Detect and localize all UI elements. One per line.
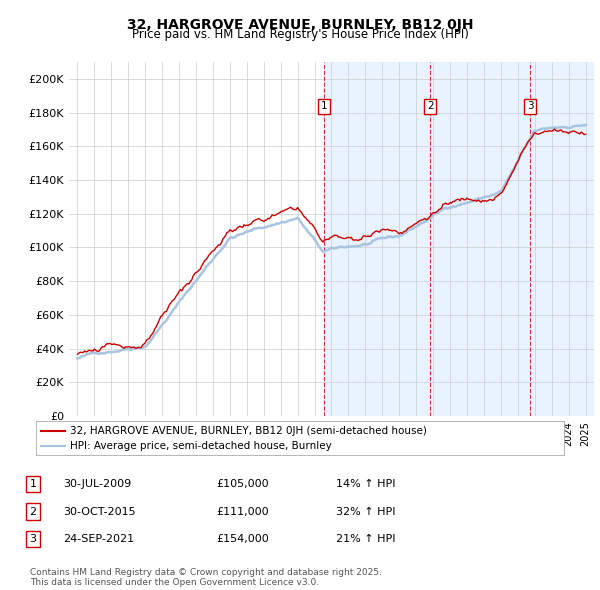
- Text: 32, HARGROVE AVENUE, BURNLEY, BB12 0JH (semi-detached house): 32, HARGROVE AVENUE, BURNLEY, BB12 0JH (…: [70, 426, 427, 436]
- Text: 24-SEP-2021: 24-SEP-2021: [63, 535, 134, 544]
- Text: 30-OCT-2015: 30-OCT-2015: [63, 507, 136, 516]
- Text: 2: 2: [427, 101, 434, 111]
- Text: 14% ↑ HPI: 14% ↑ HPI: [336, 479, 395, 489]
- Text: £111,000: £111,000: [216, 507, 269, 516]
- Text: 1: 1: [321, 101, 328, 111]
- Text: £154,000: £154,000: [216, 535, 269, 544]
- Bar: [325, 62, 430, 416]
- Text: 21% ↑ HPI: 21% ↑ HPI: [336, 535, 395, 544]
- Text: 32, HARGROVE AVENUE, BURNLEY, BB12 0JH: 32, HARGROVE AVENUE, BURNLEY, BB12 0JH: [127, 18, 473, 32]
- Bar: [530, 62, 594, 416]
- Text: 3: 3: [527, 101, 533, 111]
- Text: £105,000: £105,000: [216, 479, 269, 489]
- Text: HPI: Average price, semi-detached house, Burnley: HPI: Average price, semi-detached house,…: [70, 441, 332, 451]
- Text: 30-JUL-2009: 30-JUL-2009: [63, 479, 131, 489]
- Bar: [430, 62, 530, 416]
- Text: 3: 3: [29, 535, 37, 544]
- Text: 32% ↑ HPI: 32% ↑ HPI: [336, 507, 395, 516]
- Text: 2: 2: [29, 507, 37, 516]
- Text: Contains HM Land Registry data © Crown copyright and database right 2025.
This d: Contains HM Land Registry data © Crown c…: [30, 568, 382, 587]
- Text: Price paid vs. HM Land Registry's House Price Index (HPI): Price paid vs. HM Land Registry's House …: [131, 28, 469, 41]
- Text: 1: 1: [29, 479, 37, 489]
